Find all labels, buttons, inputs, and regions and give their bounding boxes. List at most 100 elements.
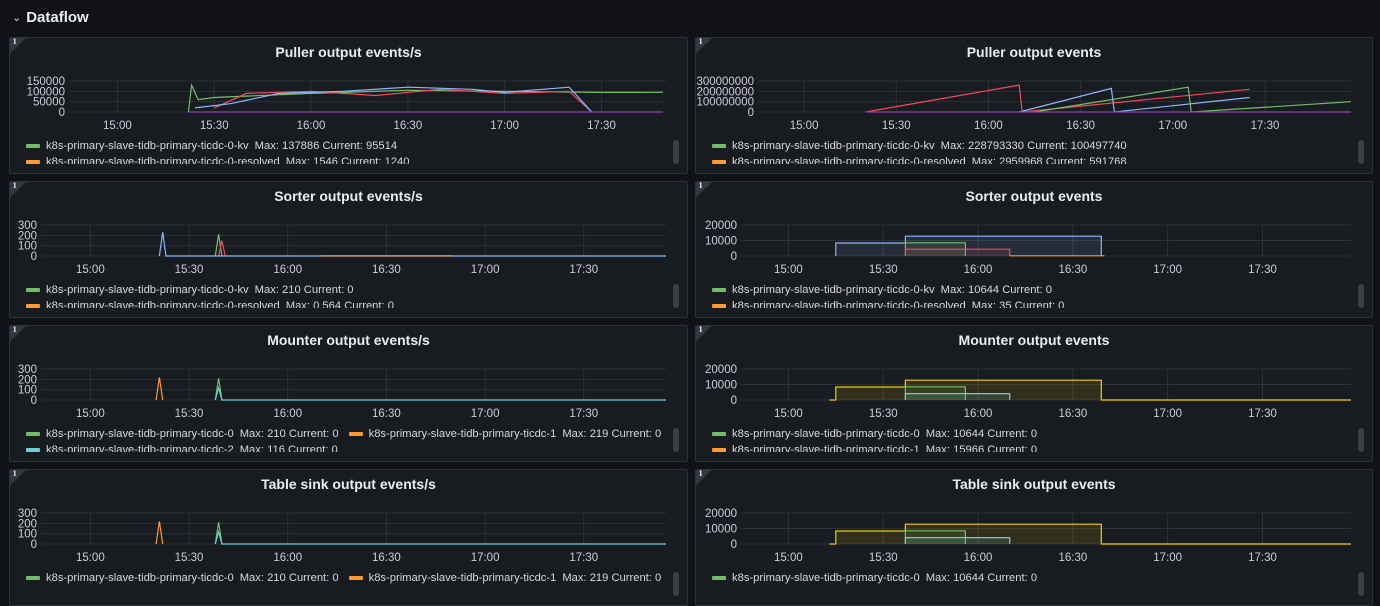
legend-item[interactable]: k8s-primary-slave-tidb-primary-ticdc-0-r…: [712, 298, 1064, 308]
legend-scrollbar[interactable]: [1358, 572, 1364, 596]
legend-scrollbar[interactable]: [673, 572, 679, 596]
legend-row: k8s-primary-slave-tidb-primary-ticdc-0-r…: [712, 154, 1354, 164]
legend-swatch: [712, 288, 726, 292]
legend-series-name: k8s-primary-slave-tidb-primary-ticdc-0-k…: [46, 282, 249, 298]
legend-series-name: k8s-primary-slave-tidb-primary-ticdc-0: [732, 426, 920, 442]
legend-swatch: [26, 160, 40, 164]
legend-item[interactable]: k8s-primary-slave-tidb-primary-ticdc-0-k…: [712, 138, 1127, 154]
legend-swatch: [26, 288, 40, 292]
y-tick-label: 0: [31, 395, 37, 407]
legend-scrollbar[interactable]: [1358, 140, 1364, 164]
legend-series-name: k8s-primary-slave-tidb-primary-ticdc-0: [46, 570, 234, 586]
x-tick-label: 15:30: [869, 408, 898, 420]
legend-item[interactable]: k8s-primary-slave-tidb-primary-ticdc-0-r…: [712, 154, 1127, 164]
x-tick-label: 17:00: [471, 264, 500, 276]
legend-scrollbar[interactable]: [673, 428, 679, 452]
y-tick-label: 10000: [705, 524, 737, 536]
x-tick-label: 17:00: [1153, 408, 1182, 420]
legend-series-name: k8s-primary-slave-tidb-primary-ticdc-1: [369, 426, 557, 442]
legend-stats: Max: 10644 Current: 0: [926, 426, 1037, 442]
legend-scrollbar[interactable]: [673, 140, 679, 164]
y-tick-label: 0: [31, 539, 37, 551]
x-tick-label: 15:00: [774, 408, 803, 420]
legend-swatch: [26, 576, 40, 580]
legend-item[interactable]: k8s-primary-slave-tidb-primary-ticdc-0-k…: [26, 282, 354, 298]
x-tick-label: 15:00: [76, 552, 105, 564]
x-tick-label: 16:30: [1058, 264, 1087, 276]
legend-series-name: k8s-primary-slave-tidb-primary-ticdc-1: [732, 442, 920, 452]
row-header-dataflow[interactable]: ⌄ Dataflow: [0, 0, 1380, 34]
legend-scrollbar[interactable]: [673, 284, 679, 308]
x-tick-label: 17:30: [1251, 120, 1280, 132]
x-tick-label: 17:30: [1248, 408, 1277, 420]
legend-scrollbar[interactable]: [1358, 428, 1364, 452]
x-tick-label: 15:30: [175, 264, 204, 276]
x-tick-label: 17:30: [569, 552, 598, 564]
legend-stats: Max: 219 Current: 0: [562, 570, 661, 586]
x-tick-label: 17:00: [471, 552, 500, 564]
series-area-fill: [905, 394, 1009, 400]
legend-item[interactable]: k8s-primary-slave-tidb-primary-ticdc-0 Ma…: [712, 426, 1037, 442]
legend-item[interactable]: k8s-primary-slave-tidb-primary-ticdc-1 Ma…: [712, 442, 1037, 452]
y-tick-label: 0: [731, 251, 737, 263]
y-tick-label: 0: [59, 107, 65, 119]
legend-item[interactable]: k8s-primary-slave-tidb-primary-ticdc-0-r…: [26, 298, 394, 308]
series-line[interactable]: [188, 85, 662, 112]
legend-item[interactable]: k8s-primary-slave-tidb-primary-ticdc-0-r…: [26, 154, 410, 164]
x-tick-label: 15:00: [76, 408, 105, 420]
legend-series-name: k8s-primary-slave-tidb-primary-ticdc-0: [732, 570, 920, 586]
legend-item[interactable]: k8s-primary-slave-tidb-primary-ticdc-0-k…: [712, 282, 1052, 298]
x-tick-label: 17:30: [587, 120, 616, 132]
legend-stats: Max: 15966 Current: 0: [926, 442, 1037, 452]
chevron-down-icon[interactable]: ⌄: [12, 11, 21, 24]
series-line[interactable]: [156, 377, 163, 400]
legend-item[interactable]: k8s-primary-slave-tidb-primary-ticdc-2 Ma…: [26, 442, 338, 452]
legend-item[interactable]: k8s-primary-slave-tidb-primary-ticdc-0-k…: [26, 138, 397, 154]
x-tick-label: 17:00: [490, 120, 519, 132]
legend-row: k8s-primary-slave-tidb-primary-ticdc-0 Ma…: [712, 426, 1354, 442]
x-tick-label: 17:30: [1248, 264, 1277, 276]
legend-row: k8s-primary-slave-tidb-primary-ticdc-0 Ma…: [26, 570, 669, 586]
x-tick-label: 15:30: [869, 264, 898, 276]
legend-row: k8s-primary-slave-tidb-primary-ticdc-0-k…: [26, 138, 669, 154]
series-line[interactable]: [214, 89, 592, 112]
y-tick-label: 0: [748, 107, 754, 119]
legend-stats: Max: 1546 Current: 1240: [286, 154, 410, 164]
legend-swatch: [712, 144, 726, 148]
legend-stats: Max: 210 Current: 0: [255, 282, 354, 298]
x-tick-label: 16:00: [964, 264, 993, 276]
legend-stats: Max: 116 Current: 0: [240, 442, 338, 452]
series-area-fill: [905, 249, 1009, 256]
y-tick-label: 10000: [705, 236, 737, 248]
legend-series-name: k8s-primary-slave-tidb-primary-ticdc-0-k…: [732, 138, 935, 154]
x-tick-label: 16:00: [297, 120, 326, 132]
x-tick-label: 17:30: [569, 408, 598, 420]
legend-row: k8s-primary-slave-tidb-primary-ticdc-0-r…: [26, 154, 669, 164]
series-line[interactable]: [156, 521, 163, 544]
legend-scrollbar[interactable]: [1358, 284, 1364, 308]
legend-series-name: k8s-primary-slave-tidb-primary-ticdc-2: [46, 442, 234, 452]
legend-row: k8s-primary-slave-tidb-primary-ticdc-0-k…: [712, 282, 1354, 298]
